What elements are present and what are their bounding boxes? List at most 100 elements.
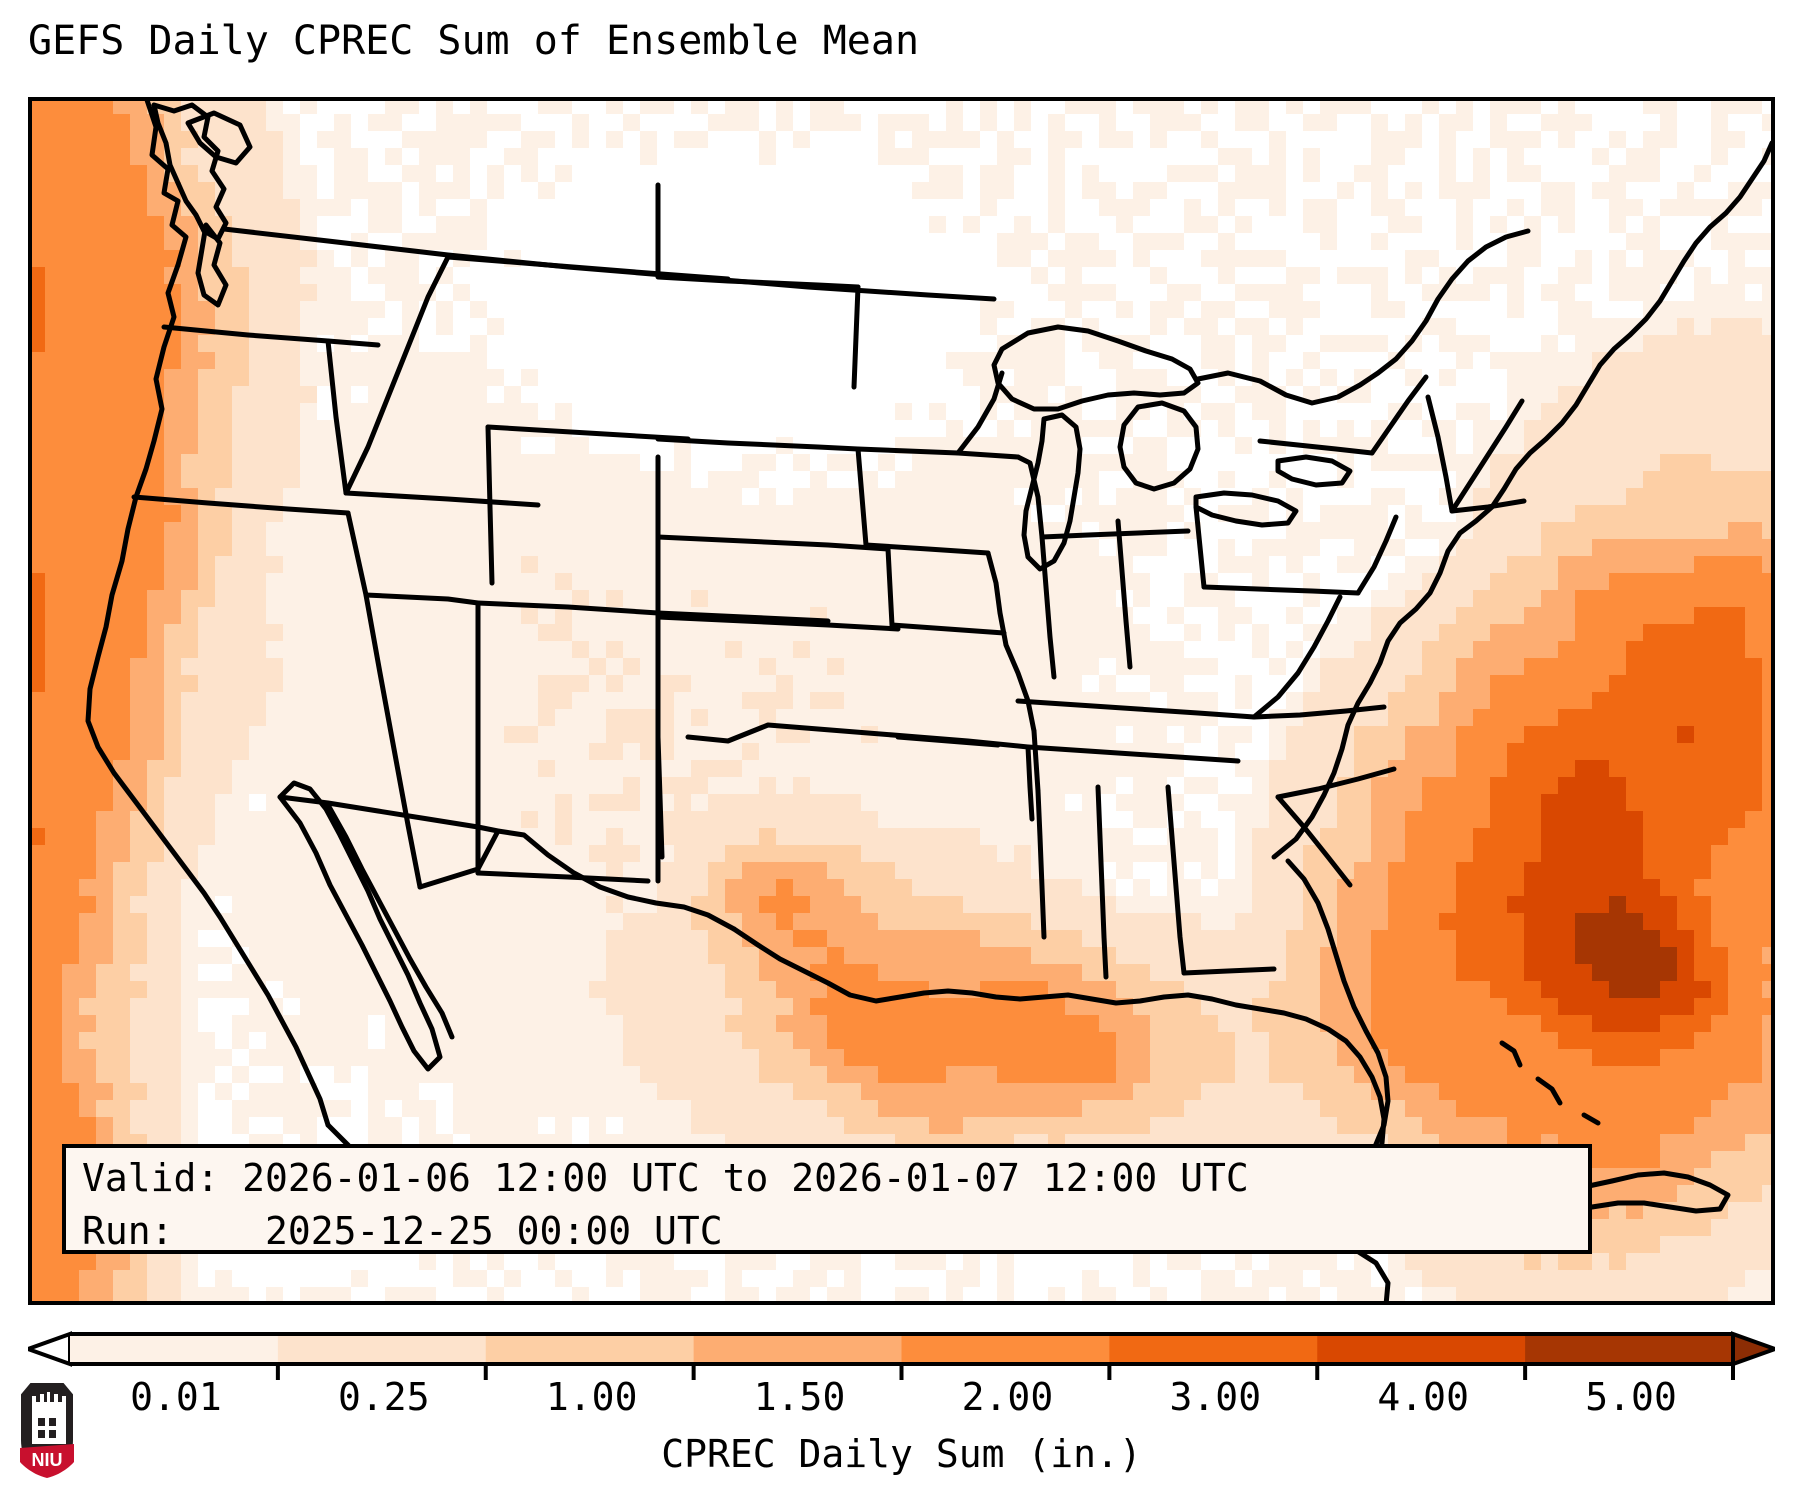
lake-ontario (1275, 454, 1353, 488)
puget-inlet (195, 222, 229, 308)
island-bahamas-2 (1535, 1076, 1563, 1106)
state-wy-east (485, 424, 495, 586)
state-pa-ny (1257, 438, 1375, 456)
state-co-east (655, 610, 831, 624)
state-la-ms (1035, 788, 1047, 940)
state-ok-east (1025, 744, 1035, 822)
state-wv-va (1251, 594, 1343, 720)
precip-cell-group (181, 97, 1775, 1305)
colorbar-tick-label: 5.00 (1585, 1375, 1677, 1419)
colorbar-band (277, 1334, 487, 1364)
state-ny-ne (1369, 374, 1429, 456)
colorbar-tick-label: 4.00 (1377, 1375, 1469, 1419)
colorbar-band (1109, 1334, 1318, 1364)
colorbar-svg (22, 1331, 1781, 1380)
state-pa-md-wv (1201, 584, 1361, 596)
precip-cell-group (1575, 896, 1677, 998)
island-vancouver (185, 110, 253, 166)
border-us-mexico (277, 794, 737, 932)
colorbar-band (485, 1334, 695, 1364)
lake-superior (991, 324, 1201, 412)
state-wy-south (485, 424, 691, 442)
precip-cell-group (130, 97, 1775, 1305)
state-mn-wi (955, 370, 1005, 456)
logo-banner (20, 1444, 74, 1478)
state-tx-nm (655, 734, 665, 860)
state-wa-or (161, 324, 381, 348)
precipitation-grid (28, 97, 1775, 1305)
gulf-of-california (325, 802, 455, 1040)
colorbar-band (70, 1334, 279, 1364)
colorbar-under-arrow (22, 1331, 72, 1367)
state-id-nv-ut (343, 490, 541, 508)
map-svg (28, 97, 1775, 1305)
colorbar-tick-label: 2.00 (961, 1375, 1054, 1419)
state-ut-co (475, 600, 661, 616)
state-ms-al (1095, 784, 1109, 980)
colorbar-band (1525, 1334, 1734, 1364)
lake-huron (1117, 400, 1201, 492)
state-mo-ar (889, 622, 1007, 636)
colorbar-title: CPREC Daily Sum (in.) (661, 1432, 1142, 1476)
colorbar-tick-labels: 0.01 0.25 1.00 1.50 2.00 3.00 4.00 5.00 (0, 1375, 1803, 1435)
colorbar-tick-label: 0.25 (338, 1375, 430, 1419)
niu-logo-svg: NIU (19, 1381, 75, 1480)
precipitation-map (28, 97, 1775, 1305)
state-az-nm (475, 870, 651, 884)
logo-castle (32, 1392, 66, 1412)
state-tn-ms-al-ga (1025, 744, 1241, 764)
colorbar (22, 1320, 1781, 1380)
run-line: Run: 2025-12-25 00:00 UTC (82, 1209, 723, 1253)
state-ny-vt-ma (1425, 394, 1455, 514)
colorbar-band (901, 1334, 1110, 1364)
coastline-pacific (85, 97, 331, 1128)
colorbar-band (693, 1334, 903, 1364)
coastline-baja (277, 780, 443, 1072)
state-al-ga (1165, 784, 1187, 976)
precip-cell-group (28, 97, 1775, 1305)
state-ar-la (895, 734, 1001, 748)
colorbar-over-arrow (1731, 1331, 1781, 1367)
coastline-atlantic (1271, 140, 1775, 860)
state-va-nc (1251, 704, 1387, 720)
state-ga-fl (1181, 966, 1277, 976)
state-ks-ok (655, 614, 901, 632)
state-mt-wy (445, 254, 731, 282)
state-ky-tn (1015, 698, 1257, 720)
island-bahamas-1 (1499, 1040, 1523, 1068)
logo-castle-body (32, 1412, 66, 1444)
colorbar-tick-label: 3.00 (1169, 1375, 1262, 1419)
page-title: GEFS Daily CPREC Sum of Ensemble Mean (28, 18, 920, 64)
state-nv-ut-east (363, 592, 481, 606)
state-sd-mn (855, 446, 961, 456)
state-mn-ia (955, 450, 1021, 460)
state-ks-mo (885, 546, 895, 628)
state-in-oh (1115, 518, 1133, 670)
lake-erie (1193, 490, 1299, 528)
precip-cell-group (1507, 726, 1711, 1032)
state-oh-wv-pa (1193, 504, 1207, 590)
valid-run-infobox: Valid: 2026-01-06 12:00 UTC to 2026-01-0… (62, 1144, 1592, 1254)
state-nj-ny (1355, 514, 1399, 596)
island-bahamas-3 (1581, 1112, 1601, 1126)
state-wi-ia-il (1015, 454, 1045, 540)
border-us-canada-east (1195, 228, 1531, 406)
valid-line: Valid: 2026-01-06 12:00 UTC to 2026-01-0… (82, 1156, 1249, 1200)
precip-cell-group (62, 97, 1775, 1305)
state-wa-id (325, 338, 349, 496)
state-ne-states (1449, 398, 1525, 514)
logo-castle-windows (38, 1418, 56, 1438)
state-ma-ct (1449, 498, 1527, 514)
state-ca-nv-east (345, 510, 423, 890)
state-nc-sc (1275, 766, 1397, 800)
colorbar-tick-label: 1.50 (753, 1375, 846, 1419)
state-sd-ne (655, 436, 861, 452)
colorbar-bands (22, 1331, 1781, 1380)
state-nd-mn (851, 284, 861, 390)
state-ne-ia (855, 446, 869, 548)
state-ne-ks (655, 534, 891, 552)
state-sc-ga (1275, 794, 1353, 888)
state-id-mt (343, 254, 451, 496)
precip-cell-group (79, 97, 1775, 1305)
niu-logo: NIU (16, 1378, 78, 1482)
